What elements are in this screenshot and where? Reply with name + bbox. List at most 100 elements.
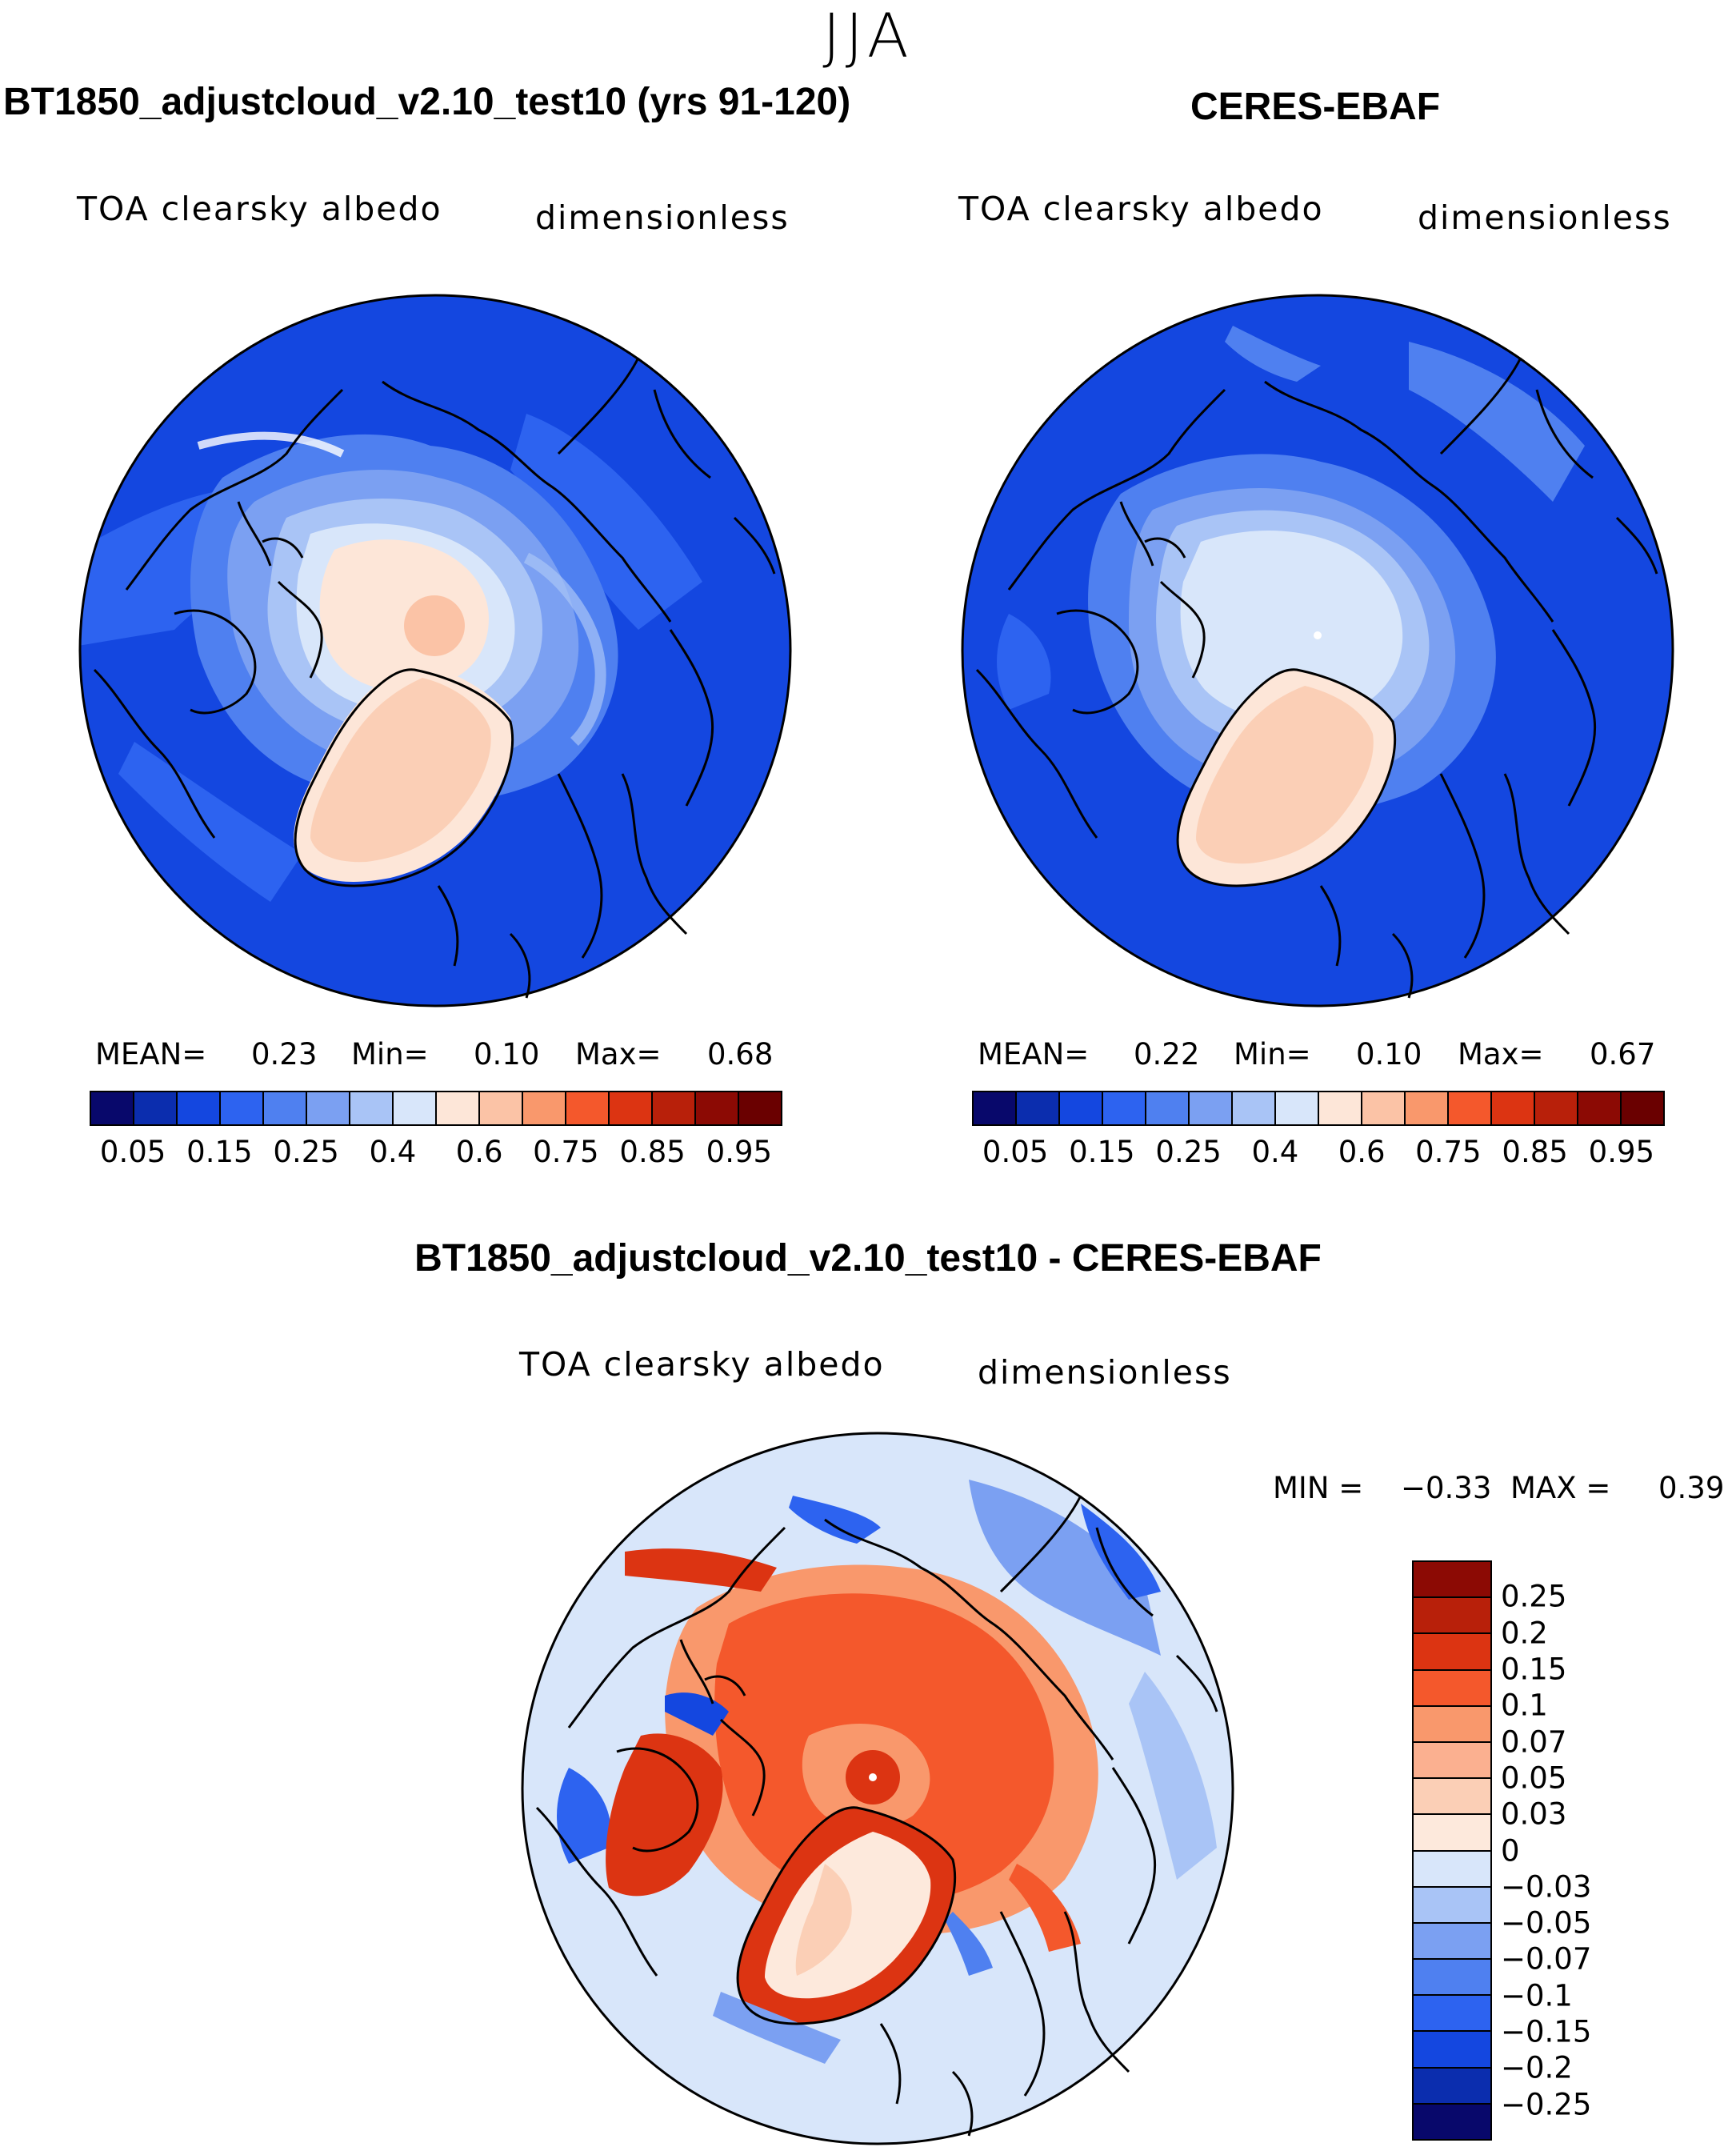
panel-obs-mean-label: MEAN= [978, 1037, 1090, 1071]
panel-obs-min-label: Min= [1234, 1037, 1311, 1071]
contour-fill [404, 595, 465, 656]
panel-model-title: BT1850_adjustcloud_v2.10_test10 (yrs 91-… [3, 81, 851, 123]
panel-model-units: dimensionless [535, 198, 790, 237]
panel-obs-units: dimensionless [1418, 198, 1672, 237]
panel-obs-max-label: Max= [1458, 1037, 1544, 1071]
colorbar-cell [610, 1092, 653, 1124]
colorbar-cell [653, 1092, 696, 1124]
colorbar-cell [1414, 1670, 1490, 1707]
panel-model-max-value: 0.68 [707, 1037, 774, 1071]
panel-obs-variable: TOA clearsky albedo [958, 190, 1324, 228]
colorbar-tick-label: 0.95 [706, 1135, 773, 1169]
colorbar-cell [1414, 1634, 1490, 1671]
contour-fill [557, 1768, 611, 1864]
contour-fill [523, 552, 606, 746]
colorbar-cell [1414, 1562, 1490, 1599]
colorbar-cell [1060, 1092, 1103, 1124]
panel-obs-colorbar [972, 1091, 1665, 1126]
colorbar-cell [1449, 1092, 1492, 1124]
season-title: JJA [822, 0, 914, 71]
colorbar-tick-label: 0.4 [1251, 1135, 1299, 1169]
panel-model-colorbar [90, 1091, 782, 1126]
colorbar-tick-label: 0.2 [1501, 1616, 1548, 1651]
colorbar-tick-label: −0.1 [1501, 1978, 1573, 2013]
panel-obs-colorbar-ticks: 0.05 0.15 0.25 0.4 0.6 0.75 0.85 0.95 [972, 1135, 1665, 1175]
contour-fill [510, 414, 702, 630]
colorbar-tick-label: 0.03 [1501, 1797, 1567, 1832]
colorbar-cell [134, 1092, 178, 1124]
colorbar-tick-label: 0.25 [1155, 1135, 1222, 1169]
colorbar-tick-label: 0.85 [619, 1135, 686, 1169]
colorbar-cell [1233, 1092, 1276, 1124]
greenland-fill [310, 678, 491, 863]
panel-obs-title: CERES-EBAF [1190, 86, 1441, 128]
colorbar-cell [1414, 1779, 1490, 1816]
coastlines [93, 357, 776, 999]
panel-diff-map [521, 1432, 1234, 2145]
colorbar-tick-label: 0.95 [1588, 1135, 1655, 1169]
colorbar-cell [1414, 1996, 1490, 2033]
colorbar-tick-label: 0.75 [533, 1135, 599, 1169]
panel-model-colorbar-ticks: 0.05 0.15 0.25 0.4 0.6 0.75 0.85 0.95 [90, 1135, 782, 1175]
map-boundary [521, 1432, 1234, 2145]
colorbar-cell [1622, 1092, 1663, 1124]
colorbar-tick-label: −0.25 [1501, 2087, 1592, 2122]
pole-marker [1314, 631, 1322, 639]
colorbar-cell [1492, 1092, 1535, 1124]
colorbar-cell [696, 1092, 739, 1124]
colorbar-tick-label: 0.85 [1502, 1135, 1568, 1169]
panel-diff-min-value: −0.33 [1401, 1471, 1492, 1505]
map-boundary [961, 294, 1674, 1007]
panel-obs-max-value: 0.67 [1590, 1037, 1656, 1071]
contour-fill [969, 1480, 1161, 1656]
colorbar-cell [1017, 1092, 1060, 1124]
colorbar-cell [1319, 1092, 1362, 1124]
colorbar-tick-label: 0.15 [1501, 1652, 1567, 1687]
colorbar-tick-label: −0.2 [1501, 2050, 1573, 2085]
pole-marker [869, 1773, 877, 1781]
greenland-fill [1196, 686, 1374, 864]
panel-diff-title: BT1850_adjustcloud_v2.10_test10 - CERES-… [414, 1237, 1322, 1280]
colorbar-cell [1414, 2068, 1490, 2105]
panel-model-mean-label: MEAN= [95, 1037, 207, 1071]
panel-diff-colorbar-ticks: 0.25 0.2 0.15 0.1 0.07 0.05 0.03 0 −0.03 −0.05 −0.… [1501, 1560, 1661, 2141]
contour-fill [1129, 1672, 1217, 1880]
colorbar-tick-label: 0.6 [1338, 1135, 1386, 1169]
colorbar-cell [1414, 1887, 1490, 1924]
colorbar-cell [739, 1092, 781, 1124]
panel-obs-map [961, 294, 1674, 1007]
colorbar-cell [480, 1092, 523, 1124]
contour-fill [1180, 530, 1403, 723]
colorbar-cell [1414, 1851, 1490, 1888]
colorbar-tick-label: 0.6 [455, 1135, 503, 1169]
contour-fill [997, 614, 1051, 710]
colorbar-cell [1414, 2104, 1490, 2139]
contour-fill [197, 431, 345, 458]
colorbar-cell [394, 1092, 437, 1124]
panel-diff-units: dimensionless [978, 1353, 1232, 1392]
panel-model-mean-value: 0.23 [251, 1037, 318, 1071]
panel-diff-min-label: MIN = [1273, 1471, 1364, 1505]
colorbar-tick-label: 0.05 [982, 1135, 1049, 1169]
colorbar-cell [1362, 1092, 1406, 1124]
panel-model-map [78, 294, 792, 1007]
colorbar-cell [1103, 1092, 1146, 1124]
colorbar-cell [1535, 1092, 1578, 1124]
colorbar-cell [974, 1092, 1017, 1124]
colorbar-tick-label: 0.25 [1501, 1579, 1567, 1614]
colorbar-cell [178, 1092, 221, 1124]
colorbar-cell [1414, 1923, 1490, 1961]
colorbar-cell [91, 1092, 134, 1124]
panel-diff-variable: TOA clearsky albedo [519, 1345, 885, 1384]
colorbar-tick-label: 0 [1501, 1833, 1520, 1868]
colorbar-cell [1414, 2032, 1490, 2069]
colorbar-cell [1414, 1742, 1490, 1780]
colorbar-tick-label: 0.07 [1501, 1724, 1567, 1760]
colorbar-cell [307, 1092, 350, 1124]
contour-fill [713, 1992, 841, 2064]
contour-fill [1081, 1504, 1161, 1600]
colorbar-cell [566, 1092, 610, 1124]
contour-fill [625, 1548, 777, 1592]
panel-model-max-label: Max= [575, 1037, 662, 1071]
contour-fill [118, 742, 302, 902]
